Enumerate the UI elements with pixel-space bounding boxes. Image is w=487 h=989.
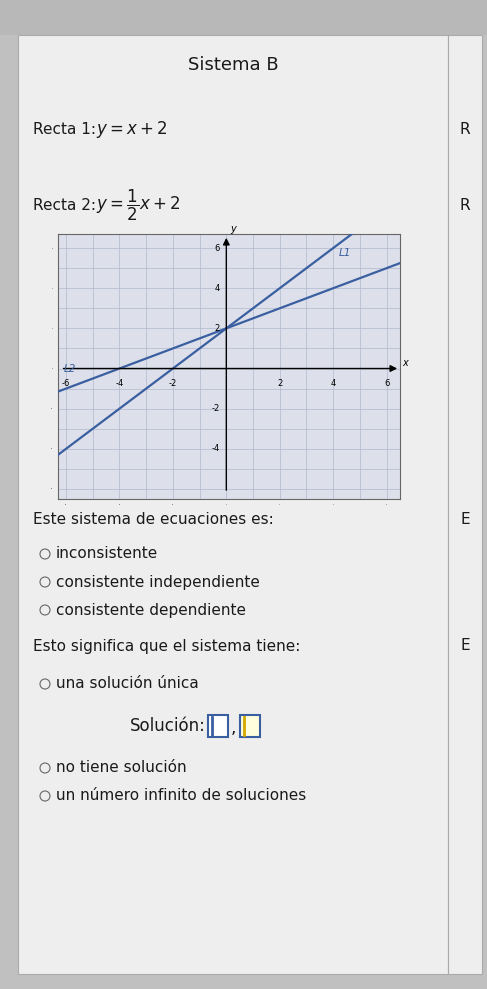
Text: inconsistente: inconsistente bbox=[56, 547, 158, 562]
Circle shape bbox=[40, 605, 50, 615]
Text: L2: L2 bbox=[63, 364, 75, 374]
Text: R: R bbox=[460, 123, 470, 137]
Text: x: x bbox=[403, 358, 409, 369]
Bar bbox=[208, 715, 228, 737]
Circle shape bbox=[40, 679, 50, 689]
Text: 6: 6 bbox=[214, 243, 220, 252]
Text: Solución:: Solución: bbox=[130, 717, 206, 735]
Text: Este sistema de ecuaciones es:: Este sistema de ecuaciones es: bbox=[33, 511, 274, 526]
Text: 4: 4 bbox=[214, 284, 220, 293]
Text: consistente independiente: consistente independiente bbox=[56, 575, 260, 589]
Bar bbox=[448, 35, 482, 974]
Text: no tiene solución: no tiene solución bbox=[56, 761, 187, 775]
Text: L1: L1 bbox=[338, 248, 351, 258]
Text: 4: 4 bbox=[331, 379, 336, 388]
Text: Sistema B: Sistema B bbox=[187, 56, 278, 74]
Text: -2: -2 bbox=[211, 405, 220, 413]
Text: $y=x+2$: $y=x+2$ bbox=[96, 120, 168, 140]
Bar bbox=[18, 35, 448, 974]
Text: 6: 6 bbox=[384, 379, 389, 388]
Text: Recta 2:: Recta 2: bbox=[33, 198, 101, 213]
Text: 2: 2 bbox=[214, 323, 220, 333]
Text: -4: -4 bbox=[211, 444, 220, 453]
Circle shape bbox=[40, 763, 50, 773]
Text: -4: -4 bbox=[115, 379, 124, 388]
Text: una solución única: una solución única bbox=[56, 676, 199, 691]
Text: R: R bbox=[460, 198, 470, 213]
Text: y: y bbox=[230, 224, 236, 234]
Text: -2: -2 bbox=[169, 379, 177, 388]
Bar bbox=[240, 715, 260, 737]
Circle shape bbox=[40, 577, 50, 587]
Text: ,: , bbox=[231, 719, 236, 737]
Bar bbox=[0, 0, 487, 35]
Text: -6: -6 bbox=[62, 379, 70, 388]
Text: 2: 2 bbox=[277, 379, 282, 388]
Text: E: E bbox=[460, 511, 470, 526]
Text: Esto significa que el sistema tiene:: Esto significa que el sistema tiene: bbox=[33, 639, 300, 654]
Text: un número infinito de soluciones: un número infinito de soluciones bbox=[56, 788, 306, 803]
Circle shape bbox=[40, 791, 50, 801]
Text: consistente dependiente: consistente dependiente bbox=[56, 602, 246, 617]
Text: E: E bbox=[460, 639, 470, 654]
Circle shape bbox=[40, 549, 50, 559]
Text: $y=\dfrac{1}{2}x+2$: $y=\dfrac{1}{2}x+2$ bbox=[96, 187, 181, 223]
Text: Recta 1:: Recta 1: bbox=[33, 123, 101, 137]
